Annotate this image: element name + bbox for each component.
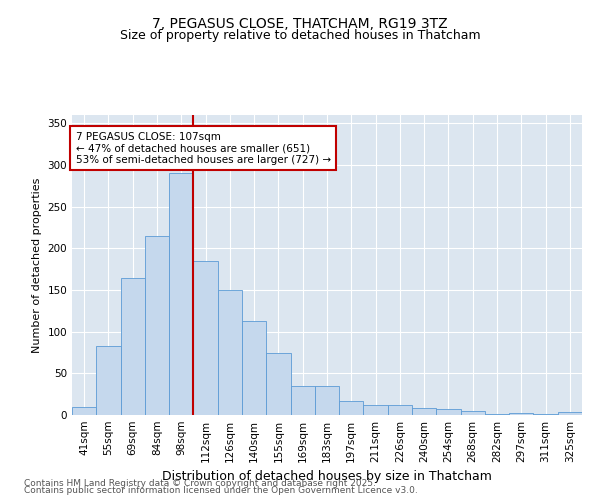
Bar (266, 352, 290, 415)
Bar (461, 411, 485, 415)
Bar (121, 278, 145, 415)
Bar (72, 406, 96, 415)
Bar (145, 236, 169, 415)
Bar (388, 405, 412, 415)
Bar (436, 409, 461, 415)
Y-axis label: Number of detached properties: Number of detached properties (32, 178, 42, 352)
Text: 7 PEGASUS CLOSE: 107sqm
← 47% of detached houses are smaller (651)
53% of semi-d: 7 PEGASUS CLOSE: 107sqm ← 47% of detache… (76, 132, 331, 165)
Text: Contains HM Land Registry data © Crown copyright and database right 2025.: Contains HM Land Registry data © Crown c… (24, 478, 376, 488)
Bar (242, 321, 266, 415)
Bar (509, 414, 533, 415)
Bar (485, 414, 509, 415)
Bar (533, 414, 558, 415)
Bar (218, 290, 242, 415)
Text: Size of property relative to detached houses in Thatcham: Size of property relative to detached ho… (119, 29, 481, 42)
Bar (96, 346, 121, 415)
Bar (364, 405, 388, 415)
Bar (290, 386, 315, 415)
Bar (193, 261, 218, 415)
Bar (315, 386, 339, 415)
Bar (339, 401, 364, 415)
Text: Contains public sector information licensed under the Open Government Licence v3: Contains public sector information licen… (24, 486, 418, 495)
Text: 7, PEGASUS CLOSE, THATCHAM, RG19 3TZ: 7, PEGASUS CLOSE, THATCHAM, RG19 3TZ (152, 18, 448, 32)
Bar (558, 412, 582, 415)
Bar (412, 408, 436, 415)
X-axis label: Distribution of detached houses by size in Thatcham: Distribution of detached houses by size … (162, 470, 492, 484)
Bar (169, 174, 193, 415)
